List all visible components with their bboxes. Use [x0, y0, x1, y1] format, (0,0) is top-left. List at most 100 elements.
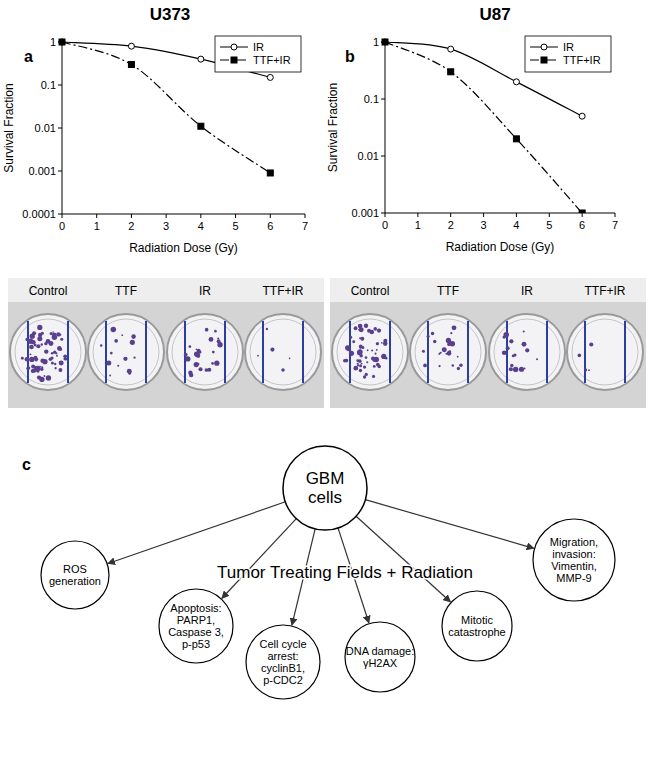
colony	[452, 325, 457, 330]
colony	[459, 364, 463, 368]
colony	[447, 351, 452, 356]
node-label: Mitotic	[461, 614, 493, 626]
dish-rim	[494, 319, 560, 385]
node-label: GBM	[306, 469, 345, 488]
colony	[371, 350, 373, 352]
colonies	[502, 330, 538, 372]
plate-label: IR	[199, 284, 211, 298]
colony	[110, 352, 113, 355]
colony	[49, 358, 53, 362]
node	[283, 446, 367, 530]
arrow	[108, 502, 285, 564]
colony	[359, 337, 361, 339]
treatment-label: Tumor Treating Fields + Radiation	[217, 563, 473, 582]
x-tick-label: 4	[513, 219, 519, 231]
x-axis-title: Radiation Dose (Gy)	[129, 241, 238, 255]
y-tick	[58, 214, 62, 215]
node-label: PARP1,	[177, 614, 215, 626]
colony	[123, 357, 127, 361]
y-tick	[381, 99, 385, 100]
legend: IRTTF+IR	[215, 36, 301, 72]
node	[345, 622, 415, 692]
colony	[366, 361, 368, 363]
colony	[60, 338, 63, 341]
colony	[377, 365, 381, 369]
colony	[343, 359, 346, 362]
colony	[457, 356, 459, 358]
node	[159, 589, 233, 663]
x-tick-label: 5	[233, 220, 239, 232]
colony	[55, 352, 57, 354]
colony	[519, 367, 524, 372]
y-tick	[58, 171, 62, 172]
colony	[131, 334, 136, 339]
colony	[30, 353, 32, 355]
colonies	[422, 325, 463, 370]
dish-rim	[337, 319, 403, 385]
colony	[266, 328, 268, 330]
x-tick	[131, 214, 132, 218]
photo-label-strip	[8, 278, 324, 302]
panel-letter: a	[24, 48, 33, 65]
node-label: Vimentin,	[551, 560, 597, 572]
colony	[214, 361, 219, 366]
colony	[51, 361, 54, 364]
colony	[199, 367, 203, 371]
y-tick	[381, 213, 385, 214]
marker-line	[427, 321, 429, 383]
colony	[209, 337, 214, 342]
colony	[37, 325, 42, 330]
x-tick	[582, 213, 583, 217]
node-label: DNA damage:	[346, 645, 414, 657]
legend-marker	[231, 44, 237, 50]
colony	[589, 342, 593, 346]
colony	[376, 349, 378, 351]
data-point	[579, 210, 585, 213]
x-tick-label: 3	[481, 219, 487, 231]
panel-letter: b	[345, 48, 355, 65]
arrow	[222, 519, 296, 599]
colony	[29, 357, 34, 362]
plate-label: TTF	[115, 284, 137, 298]
colony	[364, 324, 368, 328]
marker-line	[105, 321, 107, 383]
dish-rim	[172, 319, 238, 385]
node	[41, 541, 109, 609]
colony	[524, 368, 526, 370]
plate-label: TTF+IR	[585, 284, 626, 298]
photo-background	[8, 278, 324, 408]
colony	[100, 344, 103, 347]
colony	[578, 354, 582, 358]
x-tick	[417, 213, 418, 217]
colony	[447, 342, 451, 346]
marker-line	[302, 321, 304, 383]
colony	[41, 332, 44, 335]
plate-label: Control	[351, 284, 390, 298]
x-tick	[166, 214, 167, 218]
colony	[358, 359, 362, 363]
colony	[189, 345, 192, 348]
colony	[423, 364, 427, 368]
colony	[381, 354, 386, 359]
colonies	[257, 328, 290, 372]
colony	[51, 352, 54, 355]
colony	[257, 355, 259, 357]
colony	[584, 369, 587, 372]
legend-marker	[541, 44, 547, 50]
x-tick	[450, 213, 451, 217]
colony	[522, 342, 527, 347]
y-axis-title: Survival Fraction	[326, 83, 340, 172]
colony	[32, 331, 36, 335]
colony	[457, 367, 460, 370]
colony	[525, 348, 529, 352]
colony	[438, 365, 440, 367]
colony	[63, 354, 67, 358]
arrow	[356, 516, 450, 602]
colony	[34, 366, 37, 369]
colony	[361, 346, 364, 349]
x-tick	[235, 214, 236, 218]
legend: IRTTF+IR	[525, 36, 611, 72]
colony	[54, 363, 56, 365]
node-label: catastrophe	[448, 626, 505, 638]
colony	[373, 327, 377, 331]
